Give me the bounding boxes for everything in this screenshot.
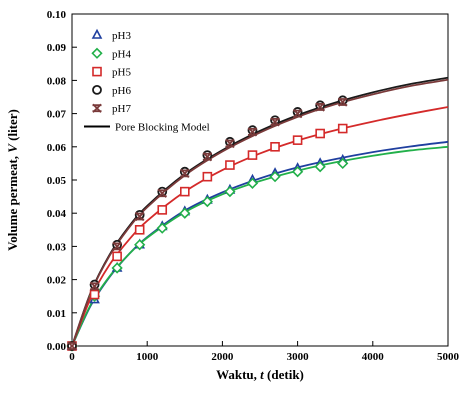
x-tick-label: 2000: [211, 351, 234, 363]
data-point-ph7: [202, 152, 212, 162]
data-point-ph7: [135, 211, 145, 222]
data-point-ph7: [225, 138, 235, 149]
data-point-ph7: [180, 168, 190, 178]
data-point-ph7: [247, 127, 258, 137]
legend-marker-ph3: [91, 28, 103, 39]
x-tick-label: 1000: [136, 351, 159, 363]
legend-label-ph5: pH5: [112, 67, 131, 79]
y-tick-label: 0.04: [47, 208, 67, 220]
model-line-ph7: [71, 78, 449, 347]
x-tick-label: 5000: [437, 351, 460, 363]
y-tick-label: 0.07: [47, 109, 67, 121]
data-point-ph4: [179, 207, 191, 219]
y-tick-label: 0.06: [47, 142, 67, 154]
data-point-ph4: [156, 222, 168, 234]
data-point-ph7: [338, 97, 348, 107]
data-point-ph7: [67, 341, 77, 351]
data-point-ph4: [111, 262, 123, 274]
data-point-ph5: [202, 171, 213, 182]
y-tick-label: 0.02: [47, 275, 67, 287]
data-point-ph7: [157, 188, 167, 198]
y-axis-title: Volume permeat, V (liter): [5, 109, 20, 251]
model-line-ph5: [71, 106, 449, 347]
data-point-ph4: [337, 157, 349, 170]
data-point-ph5: [157, 205, 168, 215]
data-point-ph7: [292, 108, 303, 119]
model-line-ph4: [71, 145, 449, 347]
data-point-ph5: [112, 251, 122, 262]
y-tick-label: 0.03: [47, 241, 67, 253]
legend-label-ph3: pH3: [112, 30, 131, 42]
data-point-ph5: [247, 150, 258, 160]
legend-label-ph4: pH4: [112, 48, 131, 60]
data-point-ph5: [134, 225, 145, 235]
legend-label-pore-blocking-model: Pore Blocking Model: [115, 122, 210, 134]
legend-marker-ph6: [92, 85, 102, 95]
y-tick-label: 0.00: [47, 341, 67, 353]
data-point-ph5: [337, 123, 348, 134]
y-tick-label: 0.01: [47, 308, 66, 320]
x-axis-title: Waktu, t (detik): [216, 367, 304, 382]
data-point-ph4: [224, 185, 236, 198]
legend-label-ph6: pH6: [112, 85, 131, 97]
data-point-ph5: [89, 289, 100, 300]
data-point-ph7: [315, 102, 325, 112]
legend-marker-ph4: [91, 47, 103, 59]
plot-frame: [71, 13, 449, 347]
y-tick-label: 0.10: [47, 9, 67, 21]
data-point-ph4: [269, 171, 281, 183]
data-point-ph7: [270, 117, 280, 127]
data-point-ph4: [134, 239, 146, 251]
y-tick-label: 0.05: [47, 175, 67, 187]
y-tick-label: 0.09: [47, 42, 67, 54]
x-tick-label: 0: [69, 351, 75, 363]
legend-marker-ph5: [92, 66, 102, 77]
data-point-ph7: [89, 281, 100, 291]
legend-label-ph7: pH7: [112, 103, 131, 115]
data-point-ph5: [270, 142, 280, 152]
y-tick-label: 0.08: [47, 75, 67, 87]
data-point-ph7: [112, 241, 122, 252]
x-tick-label: 4000: [362, 351, 385, 363]
data-point-ph4: [201, 195, 213, 208]
data-point-ph5: [180, 186, 190, 197]
data-point-ph5: [225, 160, 235, 170]
data-point-ph5: [315, 128, 325, 139]
data-point-ph4: [246, 177, 259, 189]
data-point-ph4: [314, 161, 326, 173]
model-line-ph3: [71, 140, 449, 347]
x-tick-label: 3000: [287, 351, 310, 363]
legend-marker-ph7: [92, 103, 102, 113]
data-point-ph5: [292, 135, 303, 145]
data-point-ph4: [291, 166, 304, 178]
